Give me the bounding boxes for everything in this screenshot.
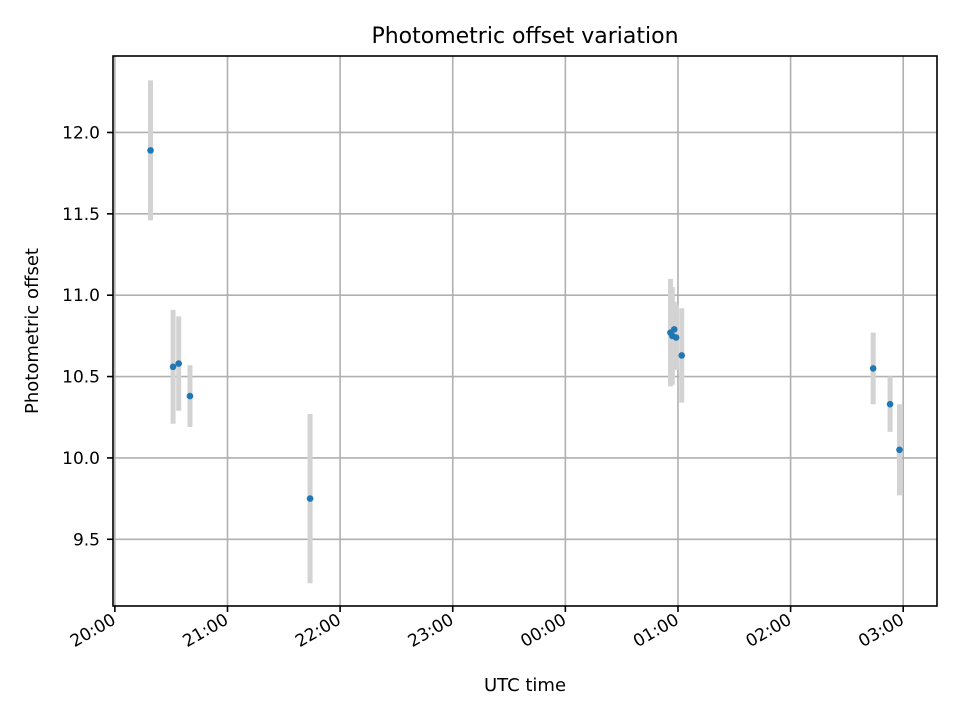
data-point <box>175 360 182 367</box>
data-point <box>672 334 680 341</box>
plot-frame <box>112 55 938 607</box>
y-tick-label: 12.0 <box>62 123 100 143</box>
y-axis-label: Photometric offset <box>22 248 43 414</box>
x-tick-label: 00:00 <box>517 610 569 652</box>
x-tick-label: 02:00 <box>743 610 795 652</box>
y-tick-label: 10.5 <box>62 368 100 388</box>
data-point <box>678 352 686 359</box>
data-point <box>186 392 194 400</box>
data-point <box>670 326 678 333</box>
y-tick-label: 10.0 <box>62 449 100 469</box>
y-tick-label: 9.5 <box>73 530 100 550</box>
chart-title: Photometric offset variation <box>371 24 678 49</box>
data-point <box>896 446 903 454</box>
data-point <box>869 365 877 372</box>
point-layer <box>147 147 903 502</box>
x-tick-label: 01:00 <box>630 610 682 652</box>
data-point <box>169 363 177 371</box>
y-tick-label: 11.5 <box>62 205 100 225</box>
data-point <box>147 147 154 154</box>
data-point <box>306 495 314 502</box>
y-tick-label: 11.0 <box>62 286 100 306</box>
x-tick-label: 20:00 <box>67 610 119 652</box>
data-point <box>886 400 894 408</box>
x-tick-label: 23:00 <box>405 610 457 652</box>
errorbar-layer <box>148 80 902 584</box>
x-axis-label: UTC time <box>484 675 566 696</box>
x-tick-label: 21:00 <box>180 610 232 652</box>
grid-layer <box>113 56 937 606</box>
x-tick-label: 03:00 <box>855 610 907 652</box>
x-tick-label: 22:00 <box>292 610 344 652</box>
